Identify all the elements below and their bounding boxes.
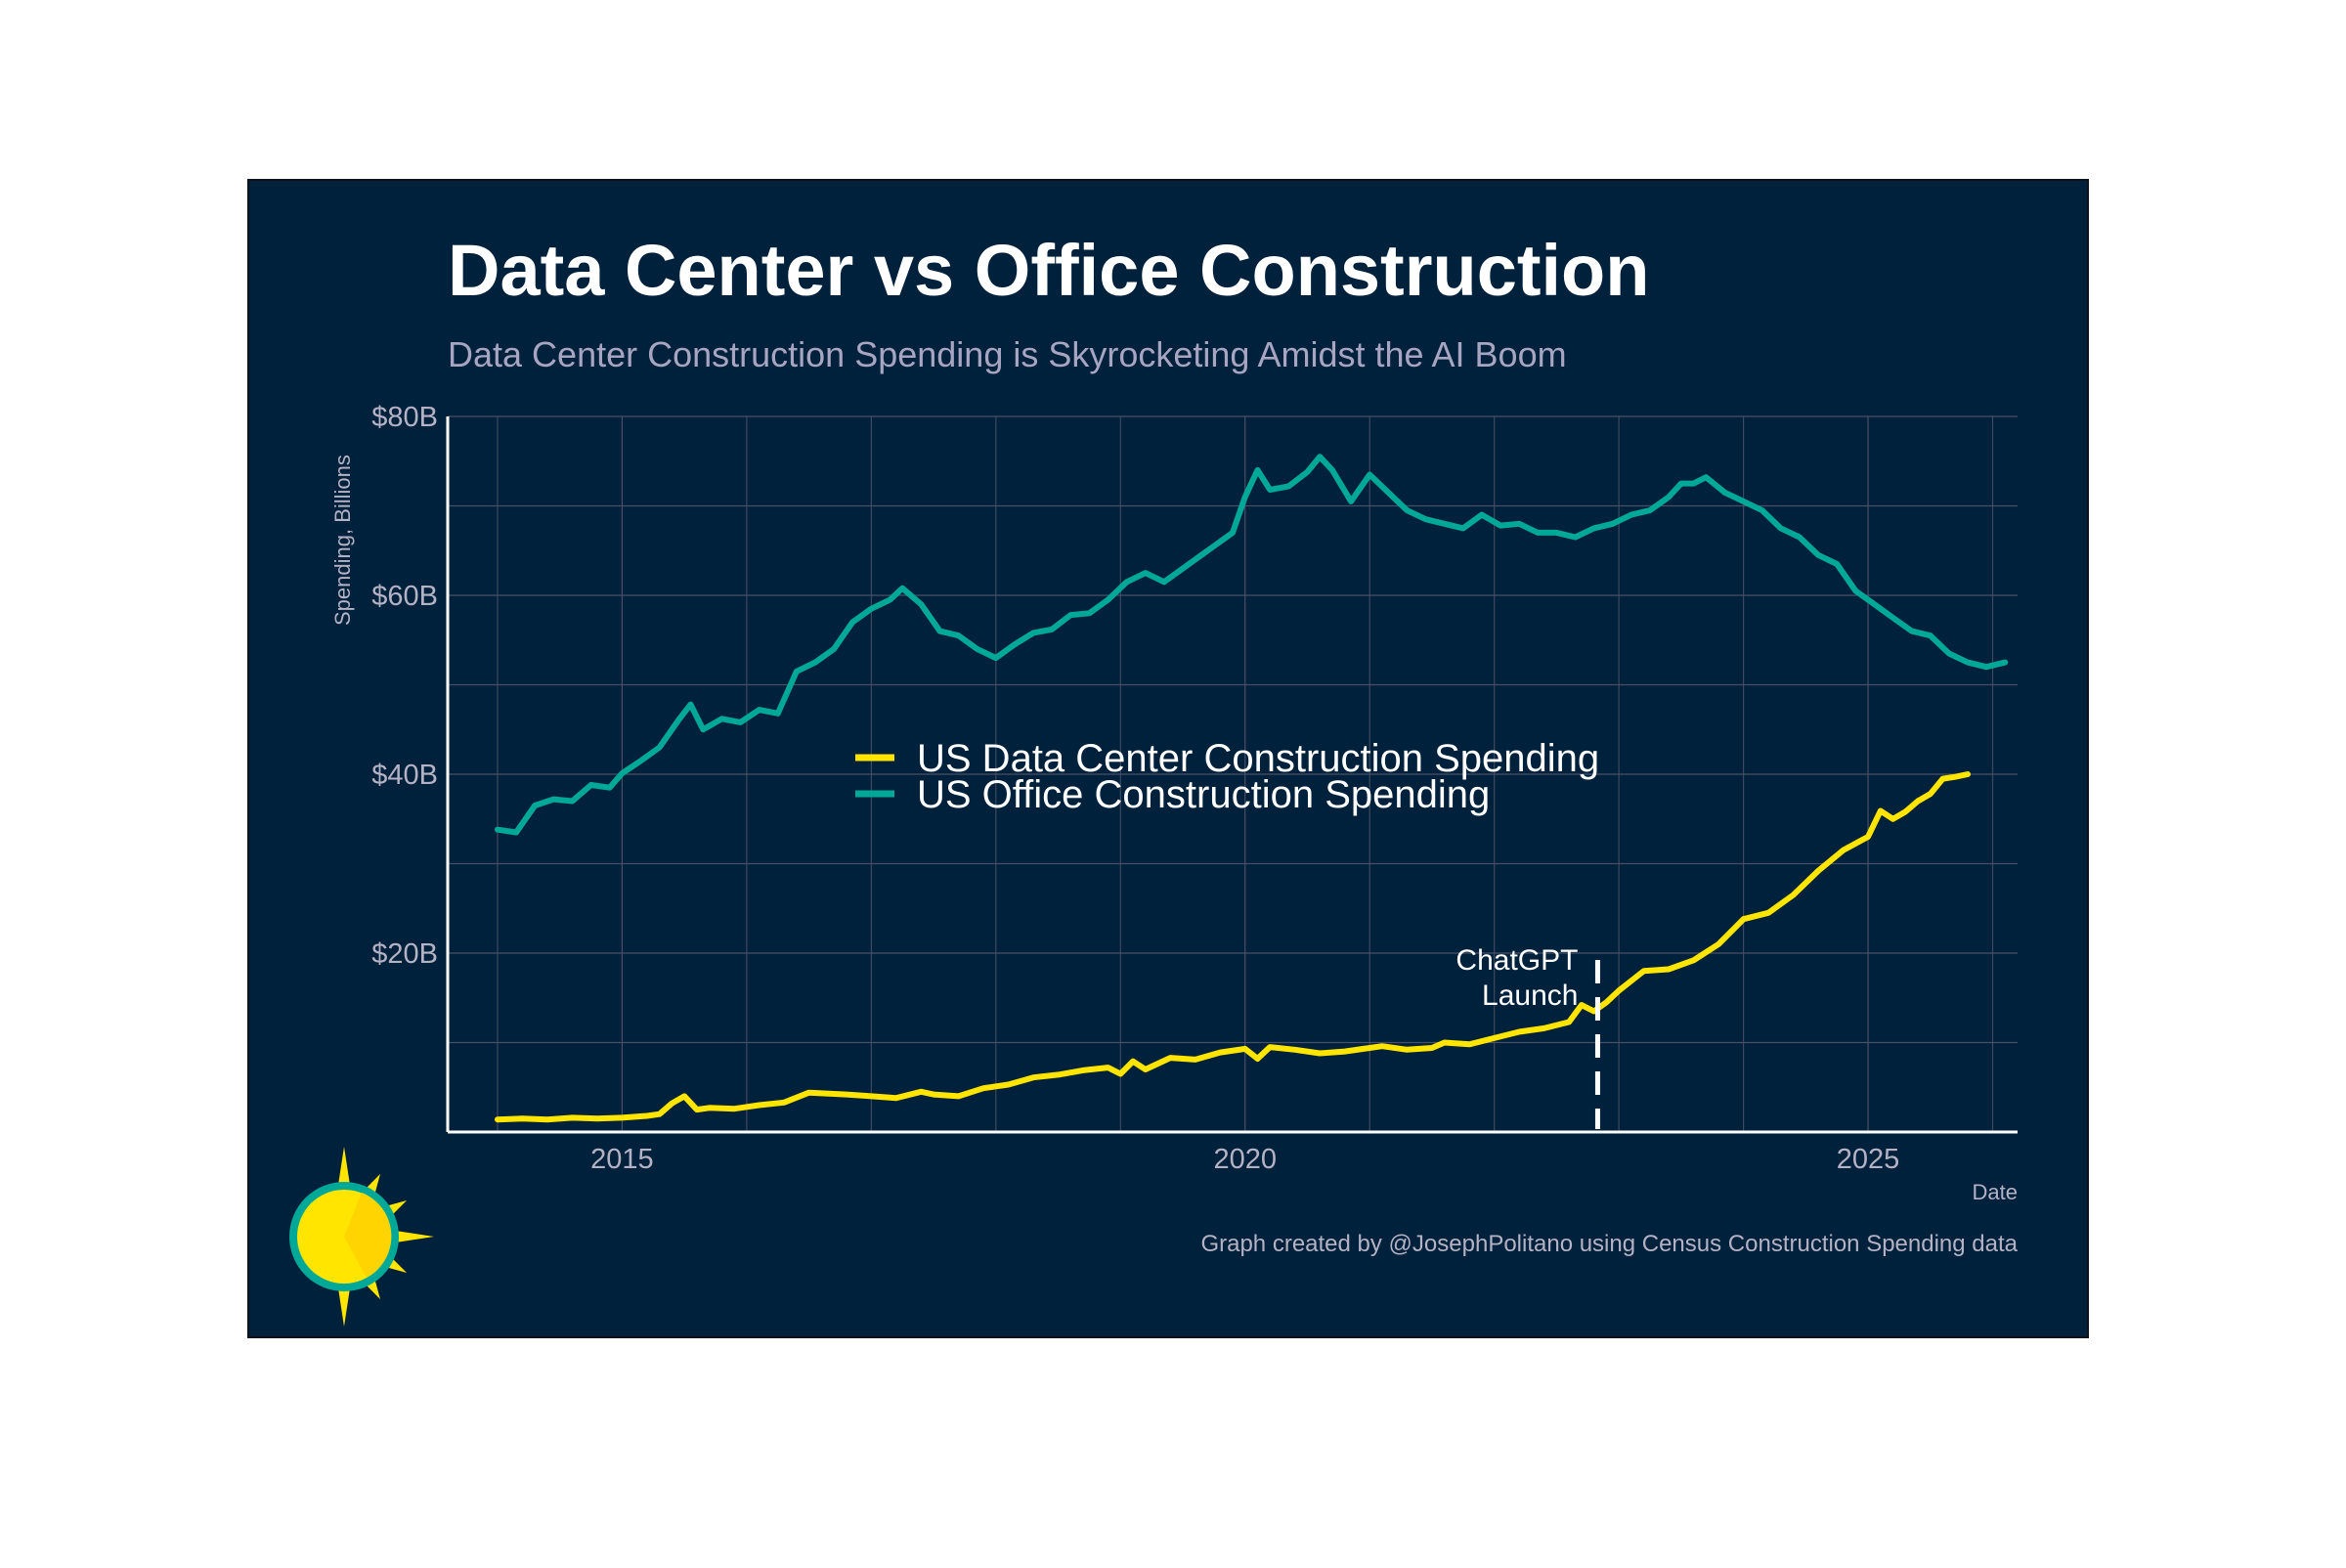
legend: US Data Center Construction Spending US …	[855, 737, 1599, 816]
y-tick-label: $60B	[371, 581, 438, 612]
legend-label-data-center: US Data Center Construction Spending	[917, 737, 1599, 780]
tick-labels: $20B $40B $60B $80B 2015 2020 2025	[371, 402, 1899, 1175]
y-tick-label: $20B	[371, 938, 438, 970]
y-tick-label: $40B	[371, 760, 438, 791]
annotation-line-2: Launch	[1482, 980, 1578, 1012]
sun-shade-icon	[344, 1193, 392, 1278]
chatgpt-annotation: ChatGPT Launch	[1455, 944, 1600, 1129]
sun-ray-icon	[337, 1147, 351, 1189]
x-axis-title: Date	[1973, 1180, 2018, 1204]
x-tick-label: 2020	[1213, 1144, 1277, 1175]
source-caption: Graph created by @JosephPolitano using C…	[1200, 1231, 2018, 1257]
chart-subtitle: Data Center Construction Spending is Sky…	[448, 334, 1567, 374]
sun-logo	[289, 1147, 434, 1327]
series-line-data-center	[495, 771, 1971, 1123]
gridlines	[448, 415, 2018, 1132]
line-chart: Data Center vs Office Construction Data …	[289, 230, 2019, 1327]
series-line-office	[495, 454, 2009, 836]
y-axis-title: Spending, Billions	[330, 455, 355, 626]
sun-ray-icon	[337, 1285, 351, 1327]
axes	[446, 416, 2018, 1134]
chart-panel: Data Center vs Office Construction Data …	[249, 181, 2087, 1336]
annotation-line-1: ChatGPT	[1455, 944, 1578, 977]
y-tick-label: $80B	[371, 402, 438, 433]
sun-ray-icon	[392, 1230, 434, 1243]
x-tick-label: 2025	[1837, 1144, 1900, 1175]
series-lines	[495, 454, 2009, 1123]
legend-label-office: US Office Construction Spending	[917, 773, 1490, 816]
chart-title: Data Center vs Office Construction	[448, 230, 1649, 311]
x-tick-label: 2015	[590, 1144, 654, 1175]
